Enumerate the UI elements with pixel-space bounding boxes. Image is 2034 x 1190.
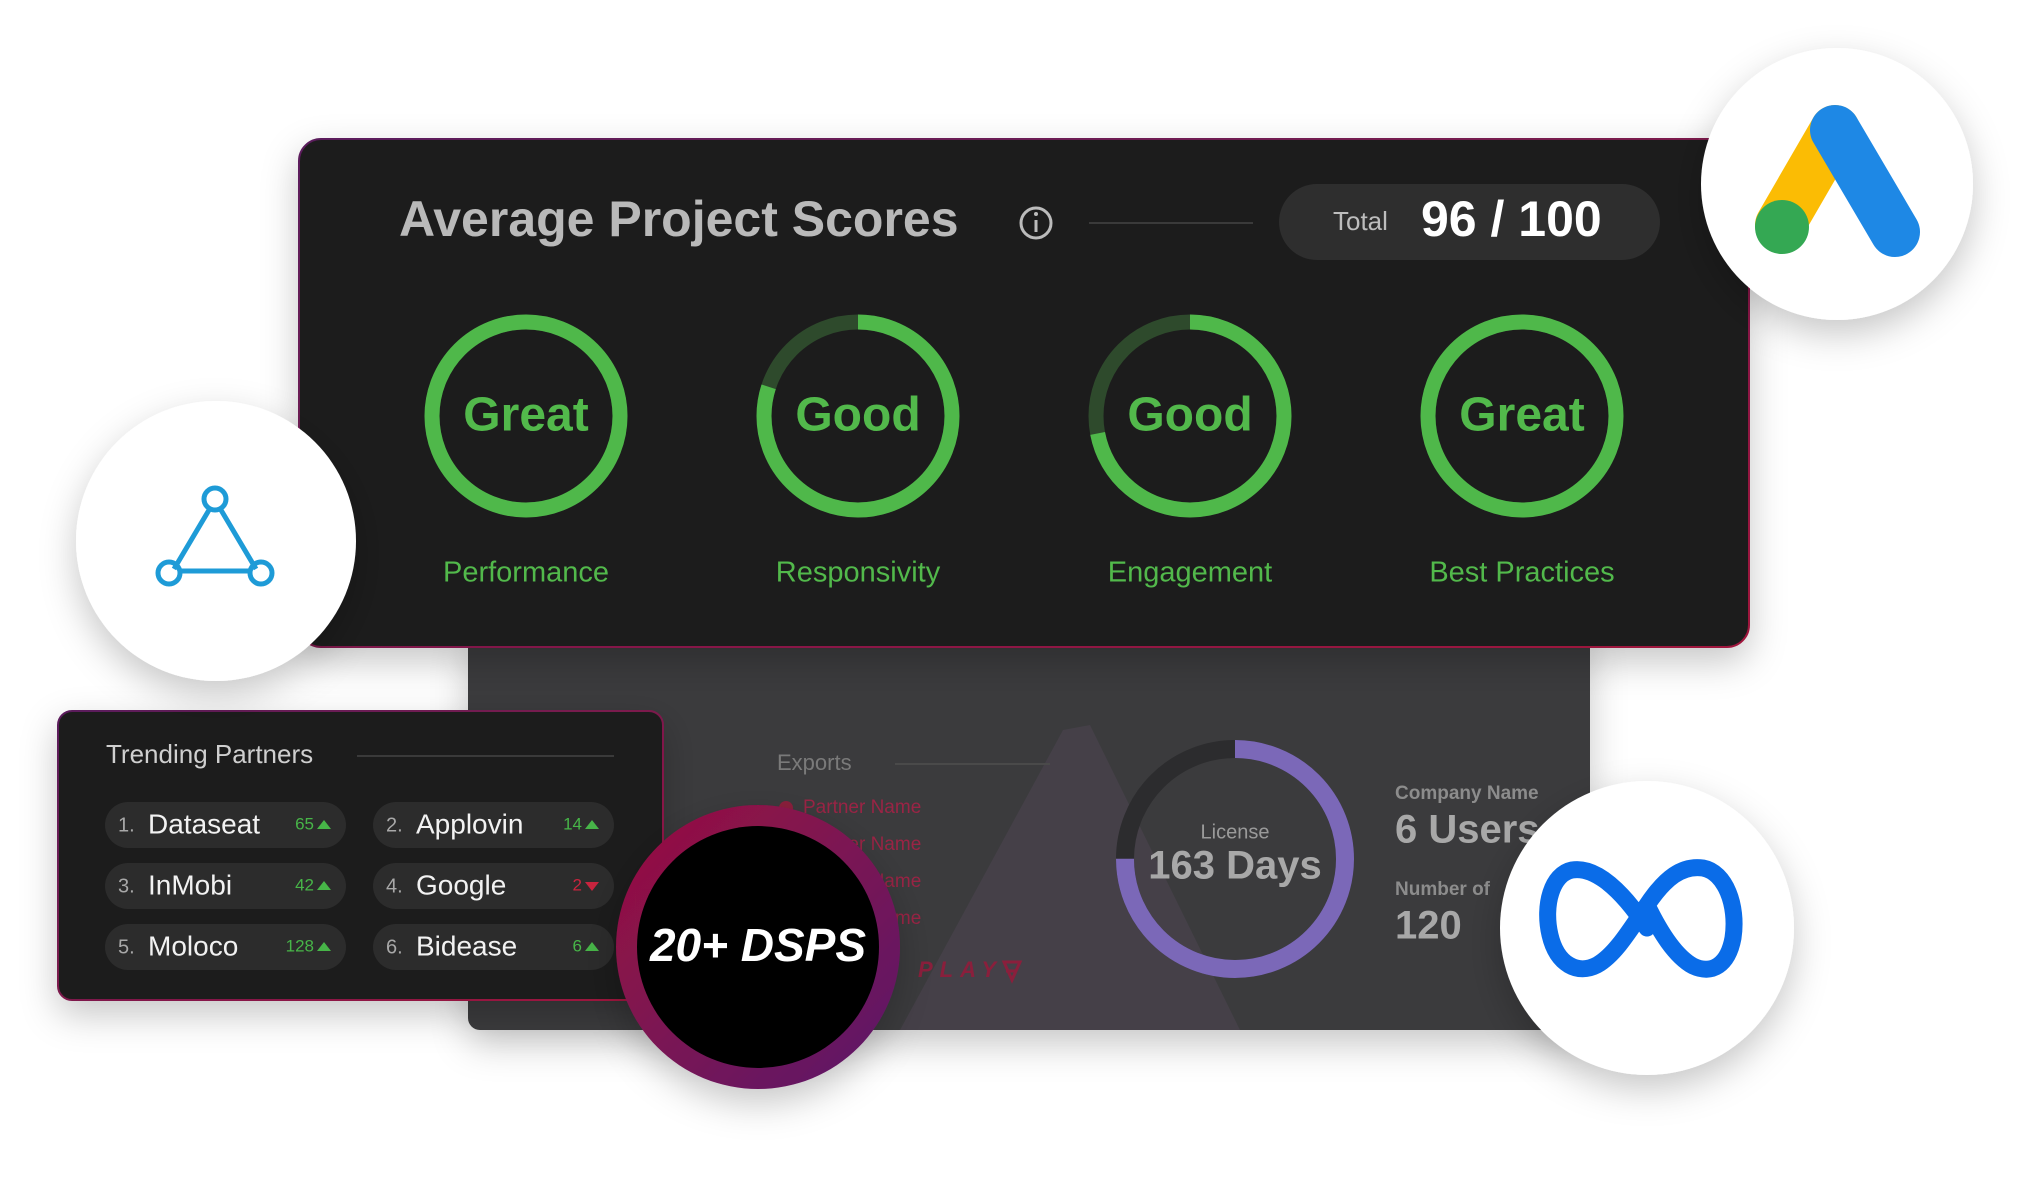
total-label: Total bbox=[1333, 206, 1388, 236]
decor-shape bbox=[900, 725, 1240, 1030]
ring-progress bbox=[424, 314, 628, 518]
trend-arrow bbox=[317, 820, 331, 829]
badge-text: 20+ DSPS bbox=[649, 919, 866, 971]
partner-count: 14 bbox=[563, 814, 582, 833]
partner-rank: 6. bbox=[386, 936, 403, 958]
company-label: Company Name bbox=[1395, 783, 1539, 804]
partner-count: 65 bbox=[295, 814, 314, 833]
score-label: Responsivity bbox=[776, 557, 941, 589]
info-icon[interactable] bbox=[1019, 206, 1053, 240]
partner-name: Google bbox=[416, 869, 506, 900]
logo-circle bbox=[1701, 48, 1973, 320]
ring-progress bbox=[1116, 740, 1354, 978]
google-ads-logo bbox=[1701, 48, 1973, 320]
meta-logo bbox=[1500, 781, 1794, 1075]
partner-name: Bidease bbox=[416, 930, 517, 961]
score-rating: Great bbox=[463, 389, 588, 442]
partner-rank: 5. bbox=[118, 936, 135, 958]
scores-panel: Average Project Scores Total 96 / 100 Gr… bbox=[298, 138, 1750, 648]
logo-circle bbox=[76, 401, 356, 681]
count-label: Number of bbox=[1395, 879, 1491, 900]
trend-arrow bbox=[585, 882, 599, 891]
trend-arrow bbox=[317, 881, 331, 890]
ring-progress bbox=[1088, 314, 1292, 518]
score-label: Performance bbox=[443, 557, 609, 589]
partner-name: Moloco bbox=[148, 930, 238, 961]
ring-progress bbox=[1420, 314, 1624, 518]
total-value: 96 / 100 bbox=[1421, 191, 1602, 247]
company-value: 6 Users bbox=[1395, 808, 1540, 852]
trend-arrow bbox=[585, 942, 599, 951]
logo-green bbox=[1755, 200, 1809, 254]
score-rating: Good bbox=[1127, 389, 1252, 442]
logo-blue bbox=[1810, 105, 1920, 257]
exports-title: Exports bbox=[777, 750, 852, 775]
partner-count: 42 bbox=[295, 875, 314, 894]
partner-name: Partner Name bbox=[803, 797, 921, 818]
brand-logo: PLAY bbox=[918, 957, 1003, 982]
ring-progress bbox=[756, 314, 960, 518]
partner-pill bbox=[105, 924, 346, 970]
panel-title: Average Project Scores bbox=[399, 191, 959, 247]
partner-count: 128 bbox=[286, 936, 314, 955]
logo-node bbox=[155, 559, 183, 587]
score-rating: Good bbox=[795, 389, 920, 442]
partner-name: Applovin bbox=[416, 808, 523, 839]
trend-arrow bbox=[585, 820, 599, 829]
logo-node bbox=[247, 559, 275, 587]
panel-bg bbox=[298, 138, 1750, 648]
dsps-badge: 20+ DSPS bbox=[616, 805, 900, 1089]
license-label: License bbox=[1201, 821, 1270, 843]
partner-pill bbox=[373, 924, 614, 970]
partner-name: Dataseat bbox=[148, 808, 260, 839]
partner-count: 2 bbox=[573, 875, 582, 894]
score-rating: Great bbox=[1459, 389, 1584, 442]
count-value: 120 bbox=[1395, 904, 1462, 948]
info-icon-dot bbox=[1034, 212, 1038, 216]
total-pill bbox=[1279, 184, 1660, 260]
logo-node bbox=[201, 485, 229, 513]
logo-infinity bbox=[1539, 859, 1743, 978]
brand-arrow bbox=[1001, 960, 1023, 984]
badge-core bbox=[637, 826, 879, 1068]
partner-pill bbox=[373, 802, 614, 848]
partner-rank: 4. bbox=[386, 875, 403, 897]
trend-arrow bbox=[317, 942, 331, 951]
partner-rank: 3. bbox=[118, 875, 135, 897]
partner-name: InMobi bbox=[148, 869, 232, 900]
partner-rank: 2. bbox=[386, 814, 403, 836]
partner-rank: 1. bbox=[118, 814, 135, 836]
trending-title: Trending Partners bbox=[106, 739, 313, 769]
appsflyer-logo bbox=[76, 401, 356, 681]
score-label: Engagement bbox=[1108, 557, 1272, 589]
trending-panel: Trending Partners 1. Dataseat 65 2. Applovin… bbox=[57, 710, 664, 1001]
partner-pill bbox=[105, 802, 346, 848]
partner-count: 6 bbox=[573, 936, 582, 955]
logo-lines bbox=[171, 508, 259, 574]
partner-pill bbox=[373, 863, 614, 909]
score-label: Best Practices bbox=[1429, 557, 1614, 589]
partner-pill bbox=[105, 863, 346, 909]
license-value: 163 Days bbox=[1148, 844, 1321, 888]
